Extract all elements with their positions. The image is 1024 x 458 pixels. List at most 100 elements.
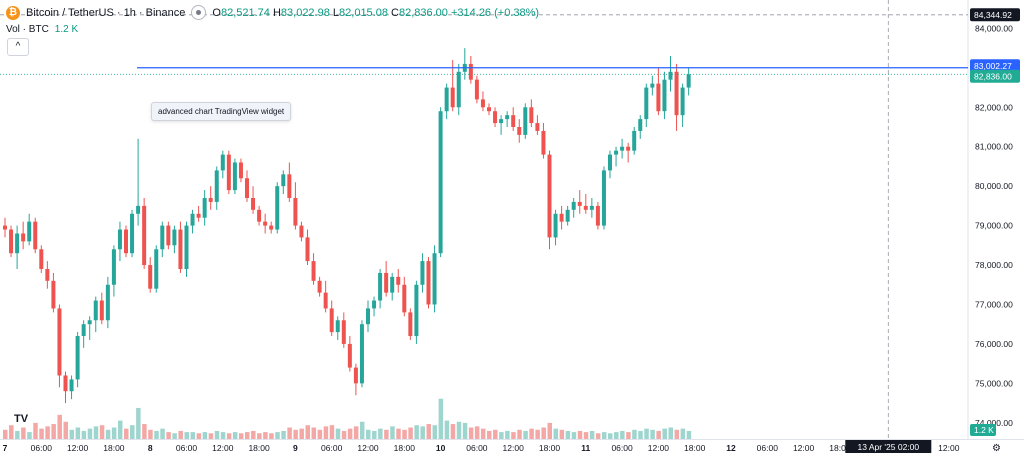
- candle[interactable]: [45, 268, 50, 281]
- eye-icon[interactable]: [191, 5, 207, 20]
- candle[interactable]: [142, 205, 147, 266]
- candle[interactable]: [390, 276, 395, 293]
- candle[interactable]: [305, 237, 310, 262]
- candle[interactable]: [75, 336, 80, 380]
- candle[interactable]: [160, 225, 165, 250]
- candle[interactable]: [553, 213, 558, 238]
- collapse-legend-button[interactable]: ^: [7, 38, 29, 56]
- candle[interactable]: [196, 213, 201, 218]
- candle[interactable]: [595, 205, 600, 226]
- candle[interactable]: [208, 197, 213, 202]
- candle[interactable]: [317, 280, 322, 293]
- candle[interactable]: [614, 150, 619, 155]
- candle[interactable]: [124, 229, 128, 254]
- tradingview-logo[interactable]: TV: [14, 413, 29, 425]
- volume-legend-label[interactable]: Vol · BTC: [6, 24, 49, 35]
- candle[interactable]: [245, 178, 249, 198]
- candle[interactable]: [359, 324, 364, 384]
- candle[interactable]: [650, 83, 655, 88]
- candle[interactable]: [626, 146, 631, 151]
- candle[interactable]: [577, 201, 582, 206]
- candle[interactable]: [130, 213, 135, 254]
- candle[interactable]: [620, 146, 625, 151]
- candle[interactable]: [93, 300, 98, 321]
- candle[interactable]: [184, 225, 189, 269]
- candle[interactable]: [299, 225, 304, 238]
- candle[interactable]: [444, 87, 449, 112]
- candle[interactable]: [517, 127, 522, 135]
- candle[interactable]: [226, 154, 231, 191]
- candle[interactable]: [432, 253, 437, 305]
- candle[interactable]: [190, 213, 195, 226]
- candle[interactable]: [384, 272, 389, 293]
- candle[interactable]: [565, 209, 570, 222]
- candle[interactable]: [372, 300, 377, 309]
- candle[interactable]: [541, 130, 546, 155]
- candle[interactable]: [456, 71, 461, 108]
- candle[interactable]: [27, 221, 32, 242]
- candle[interactable]: [172, 229, 177, 246]
- candle[interactable]: [251, 197, 256, 210]
- candle[interactable]: [257, 209, 262, 222]
- candle[interactable]: [499, 119, 504, 124]
- candle[interactable]: [366, 308, 370, 325]
- candle[interactable]: [3, 225, 7, 230]
- candle[interactable]: [178, 229, 183, 269]
- candle[interactable]: [166, 225, 171, 246]
- candle[interactable]: [111, 249, 116, 285]
- candle[interactable]: [136, 205, 141, 214]
- candle[interactable]: [33, 221, 38, 250]
- gear-icon[interactable]: ⚙: [992, 443, 1001, 454]
- candle[interactable]: [608, 154, 612, 171]
- candle[interactable]: [638, 119, 643, 131]
- candle[interactable]: [523, 107, 528, 135]
- candle[interactable]: [378, 272, 383, 301]
- candle[interactable]: [662, 79, 667, 112]
- candle[interactable]: [583, 205, 588, 210]
- candle[interactable]: [396, 276, 401, 285]
- candle[interactable]: [9, 229, 14, 254]
- candle[interactable]: [547, 154, 552, 238]
- candle[interactable]: [644, 87, 649, 120]
- candle[interactable]: [263, 221, 268, 226]
- candle[interactable]: [275, 186, 280, 230]
- candle[interactable]: [329, 308, 334, 333]
- candle[interactable]: [656, 83, 661, 112]
- candle[interactable]: [311, 261, 316, 281]
- candle[interactable]: [281, 174, 286, 187]
- candle[interactable]: [69, 379, 74, 392]
- candle[interactable]: [450, 87, 455, 108]
- candle[interactable]: [414, 284, 419, 337]
- candle[interactable]: [287, 174, 292, 198]
- candle[interactable]: [474, 79, 479, 100]
- candle[interactable]: [335, 320, 340, 333]
- candle[interactable]: [438, 111, 443, 254]
- candle[interactable]: [426, 261, 431, 305]
- candle[interactable]: [402, 284, 407, 313]
- candle[interactable]: [468, 63, 473, 80]
- candle[interactable]: [148, 265, 153, 289]
- candle[interactable]: [535, 123, 540, 131]
- candle[interactable]: [408, 312, 413, 337]
- candle[interactable]: [589, 205, 594, 210]
- candle[interactable]: [686, 74, 691, 88]
- candle[interactable]: [105, 284, 110, 321]
- candle[interactable]: [493, 111, 498, 124]
- candle[interactable]: [632, 130, 637, 151]
- candle[interactable]: [341, 320, 346, 344]
- candle[interactable]: [117, 229, 122, 250]
- candle[interactable]: [668, 71, 673, 80]
- candle[interactable]: [420, 261, 425, 285]
- candle[interactable]: [232, 162, 237, 191]
- candle[interactable]: [480, 99, 485, 108]
- candle[interactable]: [39, 249, 44, 269]
- candle[interactable]: [57, 308, 62, 376]
- candle[interactable]: [323, 292, 328, 309]
- candle[interactable]: [511, 115, 516, 127]
- candle[interactable]: [21, 233, 26, 242]
- candle[interactable]: [238, 162, 243, 179]
- candle[interactable]: [680, 87, 685, 116]
- candle[interactable]: [505, 115, 510, 120]
- candle[interactable]: [81, 324, 86, 337]
